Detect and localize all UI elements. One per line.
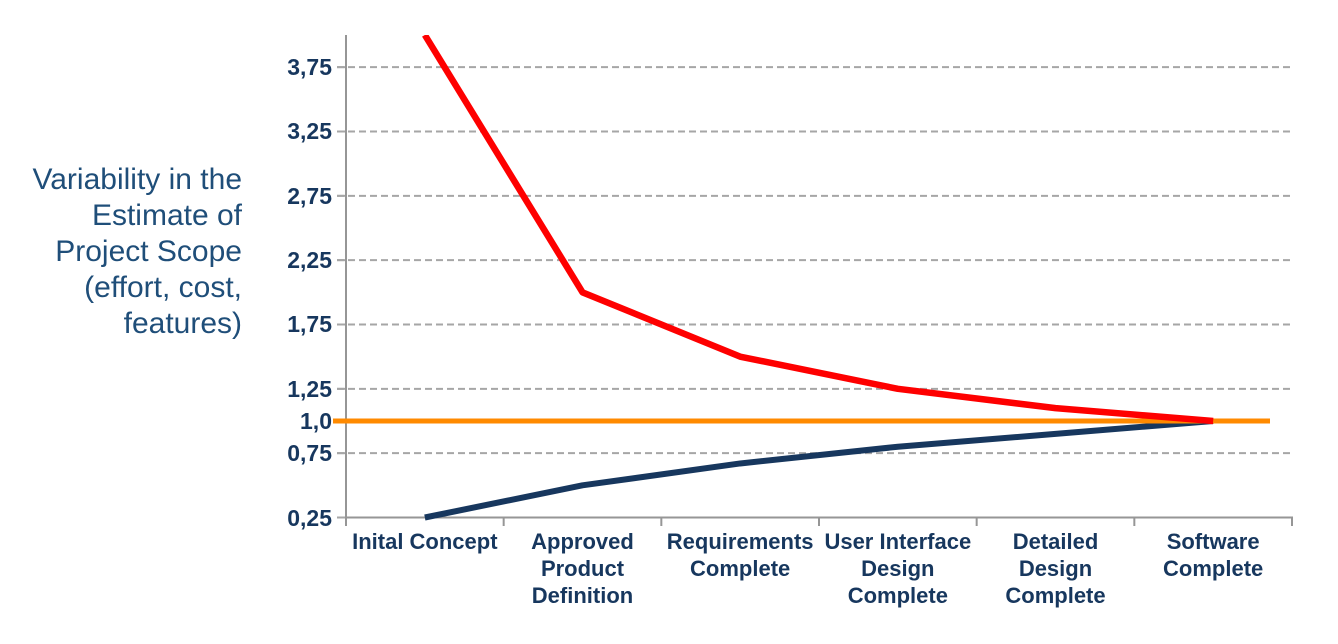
lower-estimate-line [424,418,1214,521]
y-axis-title: Variability in the Estimate of Project S… [32,163,242,340]
upper-estimate-line [422,35,1214,425]
